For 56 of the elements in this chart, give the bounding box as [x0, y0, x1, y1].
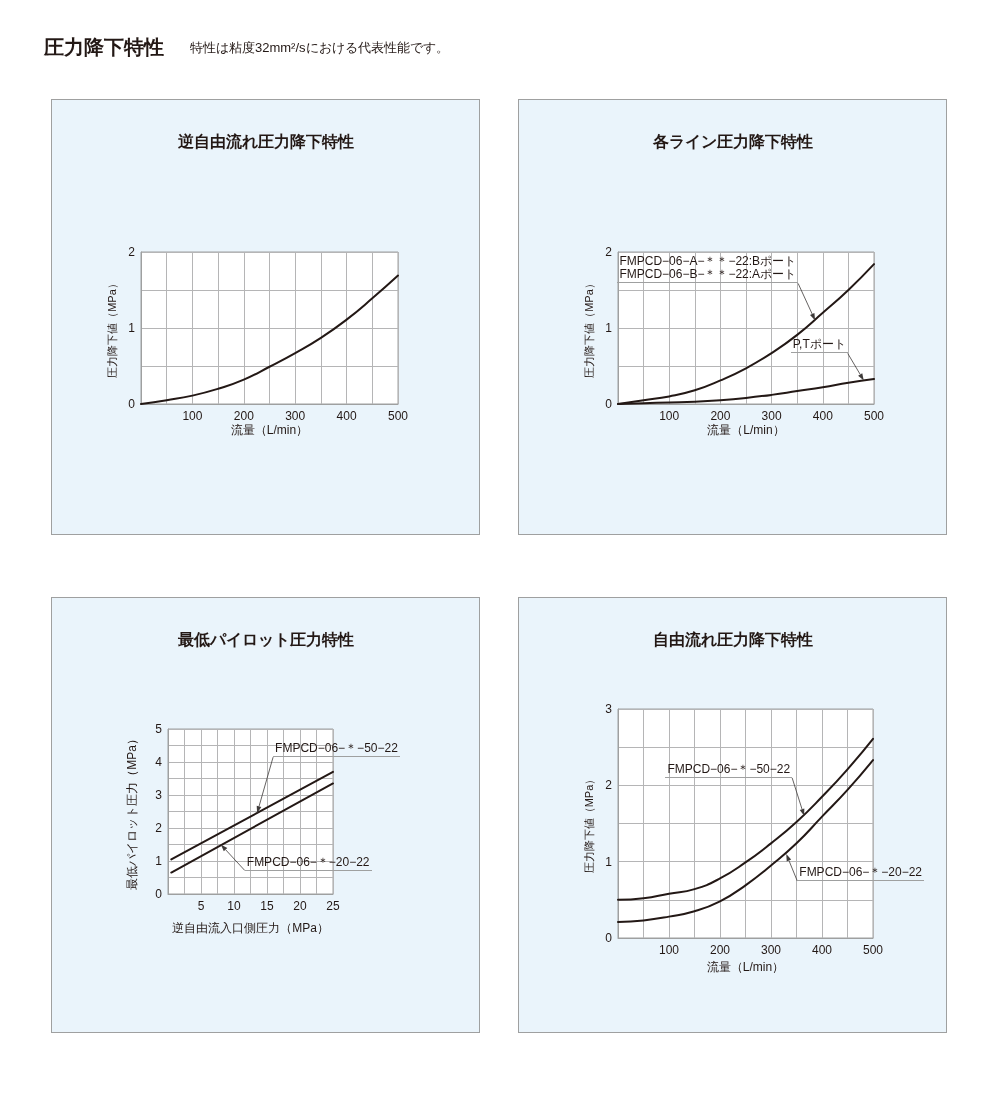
- y-tick-label: 2: [128, 245, 136, 259]
- y-tick-label: 0: [605, 397, 613, 411]
- y-tick-label: 2: [605, 778, 613, 793]
- x-tick-label: 20: [293, 899, 307, 913]
- x-tick-label: 200: [709, 943, 731, 957]
- x-tick-label: 10: [227, 899, 241, 913]
- annotation: FMPCD−06−＊−20−22: [797, 865, 925, 882]
- y-tick-label: 0: [605, 931, 613, 945]
- x-tick-label: 100: [659, 409, 680, 423]
- x-tick-label: 400: [336, 409, 357, 423]
- x-tick-label: 300: [761, 409, 782, 423]
- y-tick-label: 3: [605, 702, 613, 716]
- annotation: P,Tポート: [790, 337, 848, 354]
- x-tick-label: 400: [812, 409, 834, 423]
- y-axis-title: 圧力降下値（MPa）: [105, 278, 118, 378]
- y-tick-label: 4: [155, 755, 163, 769]
- chart-title: 最低パイロット圧力特性: [176, 630, 354, 648]
- text: 特性は粘度32mm²/sにおける代表性能です。: [190, 39, 449, 57]
- x-axis-title: 流量（L/min）: [707, 423, 785, 437]
- y-axis-title: 圧力降下値（MPa）: [582, 773, 595, 874]
- y-tick-label: 1: [128, 321, 136, 335]
- x-tick-label: 5: [197, 899, 205, 913]
- y-axis-title: 圧力降下値（MPa）: [582, 278, 595, 378]
- annotation: FMPCD−06−＊−20−22: [244, 854, 372, 871]
- y-axis-title: 最低パイロット圧力（MPa）: [125, 733, 139, 890]
- x-tick-label: 100: [658, 943, 680, 957]
- y-tick-label: 0: [128, 397, 136, 411]
- chart-title: 逆自由流れ圧力降下特性: [176, 131, 354, 150]
- x-axis-title: 流量（L/min）: [230, 423, 309, 437]
- x-axis-title: 逆自由流入口側圧力（MPa）: [172, 921, 329, 935]
- x-tick-label: 400: [811, 943, 833, 957]
- x-tick-label: 15: [260, 899, 274, 913]
- y-tick-label: 3: [155, 788, 163, 802]
- x-tick-label: 500: [863, 409, 885, 423]
- y-tick-label: 1: [605, 854, 613, 869]
- y-tick-label: 0: [155, 887, 163, 901]
- y-tick-label: 1: [155, 854, 163, 868]
- x-tick-label: 200: [710, 409, 731, 423]
- y-tick-label: 2: [605, 245, 613, 259]
- chart-title: 自由流れ圧力降下特性: [652, 629, 813, 648]
- y-tick-label: 5: [155, 722, 163, 736]
- x-tick-label: 300: [760, 943, 782, 957]
- x-tick-label: 500: [387, 409, 409, 423]
- annotation: FMPCD−06−＊−50−22: [273, 741, 400, 758]
- x-tick-label: 500: [862, 943, 884, 957]
- annotation: FMPCD−06−A−＊＊−22:Bポート FMPCD−06−B−＊＊−22:Aポート: [617, 254, 799, 284]
- text: 圧力降下特性: [44, 35, 164, 60]
- x-tick-label: 300: [285, 409, 306, 423]
- annotation: FMPCD−06−＊−50−22: [665, 761, 793, 778]
- x-tick-label: 100: [182, 409, 203, 423]
- x-axis-title: 流量（L/min）: [706, 959, 785, 974]
- y-tick-label: 2: [155, 821, 163, 835]
- chart-title: 各ライン圧力降下特性: [651, 132, 813, 150]
- y-tick-label: 1: [605, 321, 613, 335]
- x-tick-label: 200: [233, 409, 255, 423]
- x-tick-label: 25: [326, 899, 340, 913]
